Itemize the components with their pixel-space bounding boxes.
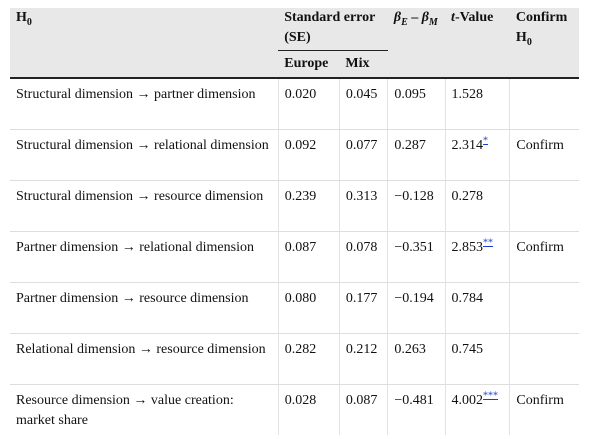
- se-europe-cell-text: 0.092: [284, 137, 317, 153]
- hypothesis-cell-text: Relational dimension → resource dimensio…: [16, 341, 266, 357]
- header-confirm: Confirm H0: [509, 8, 579, 78]
- beta-difference-cell: 0.263: [387, 333, 446, 385]
- hypothesis-cell-text: Structural dimension → partner dimension: [16, 87, 256, 102]
- se-mix-cell: 0.078: [338, 231, 388, 283]
- se-mix-cell-text: 0.313: [345, 188, 378, 204]
- beta-difference-cell: −0.128: [387, 180, 446, 232]
- se-europe-cell: 0.092: [277, 129, 340, 181]
- se-europe-cell-text: 0.080: [284, 290, 317, 306]
- significance-link[interactable]: *: [483, 134, 489, 146]
- se-mix-cell: 0.045: [338, 78, 388, 130]
- beta-difference-cell: 0.095: [387, 78, 446, 130]
- t-value-cell-text: 0.784: [451, 290, 484, 306]
- table-row: Resource dimension → value creation: mar…: [10, 384, 579, 435]
- confirm-cell: [509, 78, 579, 130]
- se-mix-cell-text: 0.077: [345, 137, 378, 153]
- confirm-cell: Confirm: [509, 129, 579, 181]
- t-value-cell: 1.528: [444, 78, 510, 130]
- confirm-cell: Confirm: [509, 231, 579, 283]
- hypothesis-cell-text: Partner dimension → relational dimension: [16, 239, 254, 255]
- significance-link[interactable]: ***: [483, 389, 499, 401]
- t-value-cell: 0.745: [444, 333, 510, 385]
- se-europe-cell-text: 0.028: [284, 392, 317, 408]
- t-value-cell: 2.314*: [444, 129, 510, 181]
- t-value-cell-text: 0.745: [451, 341, 484, 357]
- header-europe: Europe: [278, 50, 340, 78]
- beta-difference-cell: −0.481: [387, 384, 446, 435]
- se-europe-cell: 0.028: [277, 384, 340, 435]
- header-mix: Mix: [339, 50, 388, 78]
- confirm-cell-text: Confirm: [516, 137, 564, 153]
- confirm-cell: [509, 180, 579, 232]
- header-standard-error: Standard error (SE): [278, 8, 388, 51]
- se-mix-cell-text: 0.078: [345, 239, 378, 255]
- beta-difference-cell-text: 0.263: [394, 341, 426, 357]
- confirm-cell-text: Confirm: [516, 239, 564, 255]
- hypothesis-cell: Structural dimension → resource dimensio…: [10, 180, 279, 232]
- se-europe-cell-text: 0.282: [284, 341, 317, 357]
- table-row: Structural dimension → resource dimensio…: [10, 180, 579, 232]
- hypothesis-cell-text: Partner dimension → resource dimension: [16, 290, 249, 306]
- t-value-cell-text: 1.528: [451, 87, 484, 102]
- hypothesis-cell: Relational dimension → resource dimensio…: [10, 333, 279, 385]
- hypothesis-cell-text: Resource dimension → value creation: mar…: [16, 392, 234, 428]
- header-hypothesis: H0: [10, 8, 279, 78]
- hypothesis-cell-text: Structural dimension → resource dimensio…: [16, 188, 264, 204]
- se-europe-cell-text: 0.020: [284, 87, 317, 102]
- se-mix-cell-text: 0.212: [345, 341, 378, 357]
- hypothesis-table: H0 Standard error (SE) βE – βM t-Value C…: [10, 8, 579, 435]
- se-mix-cell: 0.087: [338, 384, 388, 435]
- beta-difference-cell: 0.287: [387, 129, 446, 181]
- se-europe-cell-text: 0.087: [284, 239, 317, 255]
- t-value-cell: 0.278: [444, 180, 510, 232]
- se-mix-cell-text: 0.087: [345, 392, 378, 408]
- header-beta-difference: βE – βM: [387, 8, 446, 78]
- se-europe-cell: 0.282: [277, 333, 340, 385]
- beta-difference-cell-text: −0.194: [394, 290, 434, 306]
- beta-difference-cell-text: −0.481: [394, 392, 434, 408]
- hypothesis-cell: Resource dimension → value creation: mar…: [10, 384, 278, 435]
- se-europe-cell: 0.087: [277, 231, 340, 283]
- beta-difference-cell-text: −0.351: [394, 239, 434, 255]
- se-mix-cell: 0.212: [338, 333, 388, 385]
- confirm-cell: Confirm: [509, 384, 579, 435]
- se-europe-cell-text: 0.239: [284, 188, 317, 204]
- beta-difference-cell-text: −0.128: [394, 188, 434, 204]
- se-mix-cell-text: 0.045: [345, 87, 378, 102]
- t-value-cell-text: 0.278: [451, 188, 484, 204]
- significance-link[interactable]: **: [483, 236, 494, 248]
- beta-difference-cell: −0.194: [387, 282, 446, 334]
- hypothesis-cell: Structural dimension → relational dimens…: [10, 129, 279, 181]
- t-value-cell: 2.853**: [444, 231, 510, 283]
- se-mix-cell: 0.313: [338, 180, 388, 232]
- hypothesis-cell-text: Structural dimension → relational dimens…: [16, 137, 269, 153]
- confirm-cell-text: Confirm: [516, 392, 564, 408]
- se-mix-cell: 0.177: [338, 282, 388, 334]
- table-row: Partner dimension → resource dimension 0.…: [10, 282, 579, 334]
- t-value-cell: 4.002***: [444, 384, 510, 435]
- hypothesis-cell: Structural dimension → partner dimension: [10, 78, 279, 130]
- hypothesis-cell: Partner dimension → resource dimension: [10, 282, 279, 334]
- se-europe-cell: 0.080: [277, 282, 340, 334]
- t-value-cell: 0.784: [444, 282, 510, 334]
- table-row: Structural dimension → relational dimens…: [10, 129, 579, 181]
- table-row: Structural dimension → partner dimension…: [10, 78, 579, 130]
- t-value-cell-text: 2.314: [451, 137, 484, 153]
- header-t-value: t-Value: [445, 8, 510, 78]
- se-mix-cell-text: 0.177: [345, 290, 378, 306]
- confirm-cell: [509, 333, 579, 385]
- table-row: Partner dimension → relational dimension…: [10, 231, 579, 283]
- beta-difference-cell: −0.351: [387, 231, 446, 283]
- beta-difference-cell-text: 0.287: [394, 137, 426, 153]
- se-europe-cell: 0.020: [277, 78, 340, 130]
- confirm-cell: [509, 282, 579, 334]
- se-europe-cell: 0.239: [277, 180, 340, 232]
- t-value-cell-text: 2.853: [451, 239, 484, 255]
- se-mix-cell: 0.077: [338, 129, 388, 181]
- beta-difference-cell-text: 0.095: [394, 87, 426, 102]
- table-row: Relational dimension → resource dimensio…: [10, 333, 579, 385]
- t-value-cell-text: 4.002: [451, 392, 484, 408]
- hypothesis-cell: Partner dimension → relational dimension: [10, 231, 279, 283]
